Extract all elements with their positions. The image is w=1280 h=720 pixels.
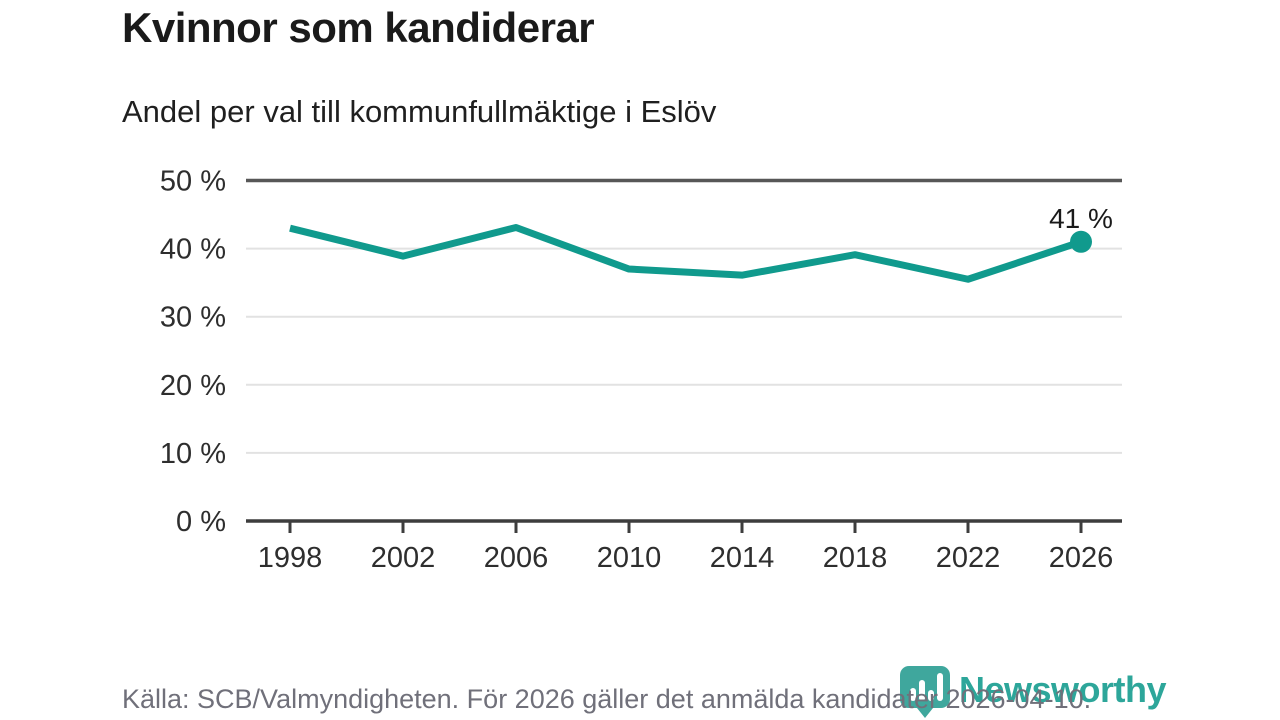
page-title: Kvinnor som kandiderar [122, 4, 595, 51]
x-tick-label: 1998 [258, 542, 323, 574]
x-tick-label: 2002 [371, 542, 436, 574]
chart-subtitle: Andel per val till kommunfullmäktige i E… [122, 94, 717, 129]
y-tick-label: 40 % [160, 234, 226, 266]
x-tick-label: 2014 [710, 542, 775, 574]
source-note: Källa: SCB/Valmyndigheten. För 2026 gäll… [122, 684, 1092, 714]
newsworthy-logo-text: Newsworthy [959, 669, 1167, 710]
end-point-marker [1070, 230, 1092, 253]
y-tick-label: 10 % [160, 438, 226, 470]
newsworthy-pin-barchart-icon [900, 666, 950, 718]
x-tick-label: 2018 [823, 542, 888, 574]
y-tick-label: 50 % [160, 166, 226, 198]
series-line [289, 223, 1083, 283]
x-tick-label: 2026 [1049, 542, 1114, 574]
x-tick-label: 2006 [484, 542, 549, 574]
y-tick-label: 30 % [160, 302, 226, 334]
x-tick-label: 2022 [936, 542, 1001, 574]
y-tick-label: 0 % [176, 506, 226, 538]
end-point-label: 41 % [1049, 203, 1113, 234]
y-tick-label: 20 % [160, 370, 226, 402]
newsworthy-logo: Newsworthy [899, 665, 1167, 718]
x-tick-label: 2010 [597, 542, 662, 574]
